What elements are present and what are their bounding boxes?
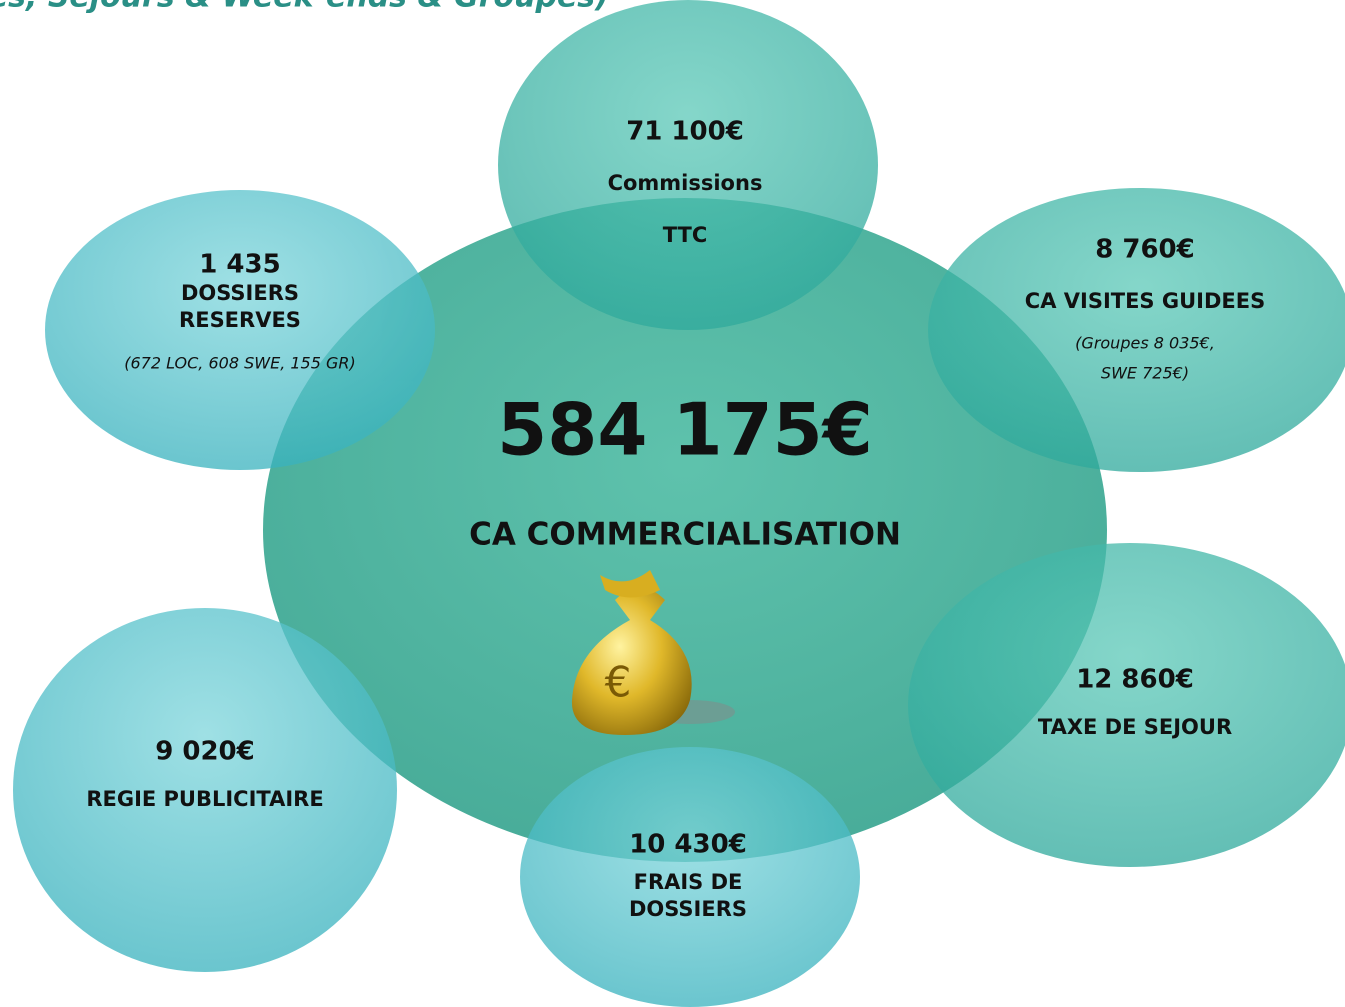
node-value: 8 760€ — [1095, 235, 1195, 265]
center-circle — [263, 198, 1107, 862]
node-label: DOSSIERS — [181, 281, 299, 305]
node-circle — [45, 190, 435, 470]
center-value: 584 175€ — [497, 388, 873, 472]
node-label: Commissions — [608, 171, 763, 195]
node-circle — [520, 747, 860, 1007]
header-title: ces, Séjours & Week-ends & Groupes) — [0, 0, 609, 15]
node-note: (672 LOC, 608 SWE, 155 GR) — [124, 354, 356, 373]
node-label: DOSSIERS — [629, 897, 747, 921]
svg-text:€: € — [605, 658, 632, 707]
node-circle — [908, 543, 1345, 867]
node-label: TAXE DE SEJOUR — [1038, 715, 1232, 739]
node-circle — [13, 608, 397, 972]
node-note: SWE 725€) — [1101, 364, 1189, 383]
node-note: (Groupes 8 035€, — [1075, 334, 1215, 353]
node-label: CA VISITES GUIDEES — [1025, 289, 1265, 313]
node-label: FRAIS DE — [634, 870, 743, 894]
node-label: REGIE PUBLICITAIRE — [86, 787, 323, 811]
node-value: 1 435 — [199, 250, 280, 280]
node-value: 9 020€ — [155, 737, 255, 767]
node-circle — [928, 188, 1345, 472]
node-circle — [498, 0, 878, 330]
center-label: CA COMMERCIALISATION — [469, 517, 901, 553]
node-label: RESERVES — [179, 308, 301, 332]
node-value: 71 100€ — [626, 117, 744, 147]
node-label: TTC — [663, 223, 708, 247]
node-value: 12 860€ — [1076, 665, 1194, 695]
satellites — [13, 0, 1345, 1007]
money-bag: € — [571, 570, 735, 735]
node-value: 10 430€ — [629, 830, 747, 860]
